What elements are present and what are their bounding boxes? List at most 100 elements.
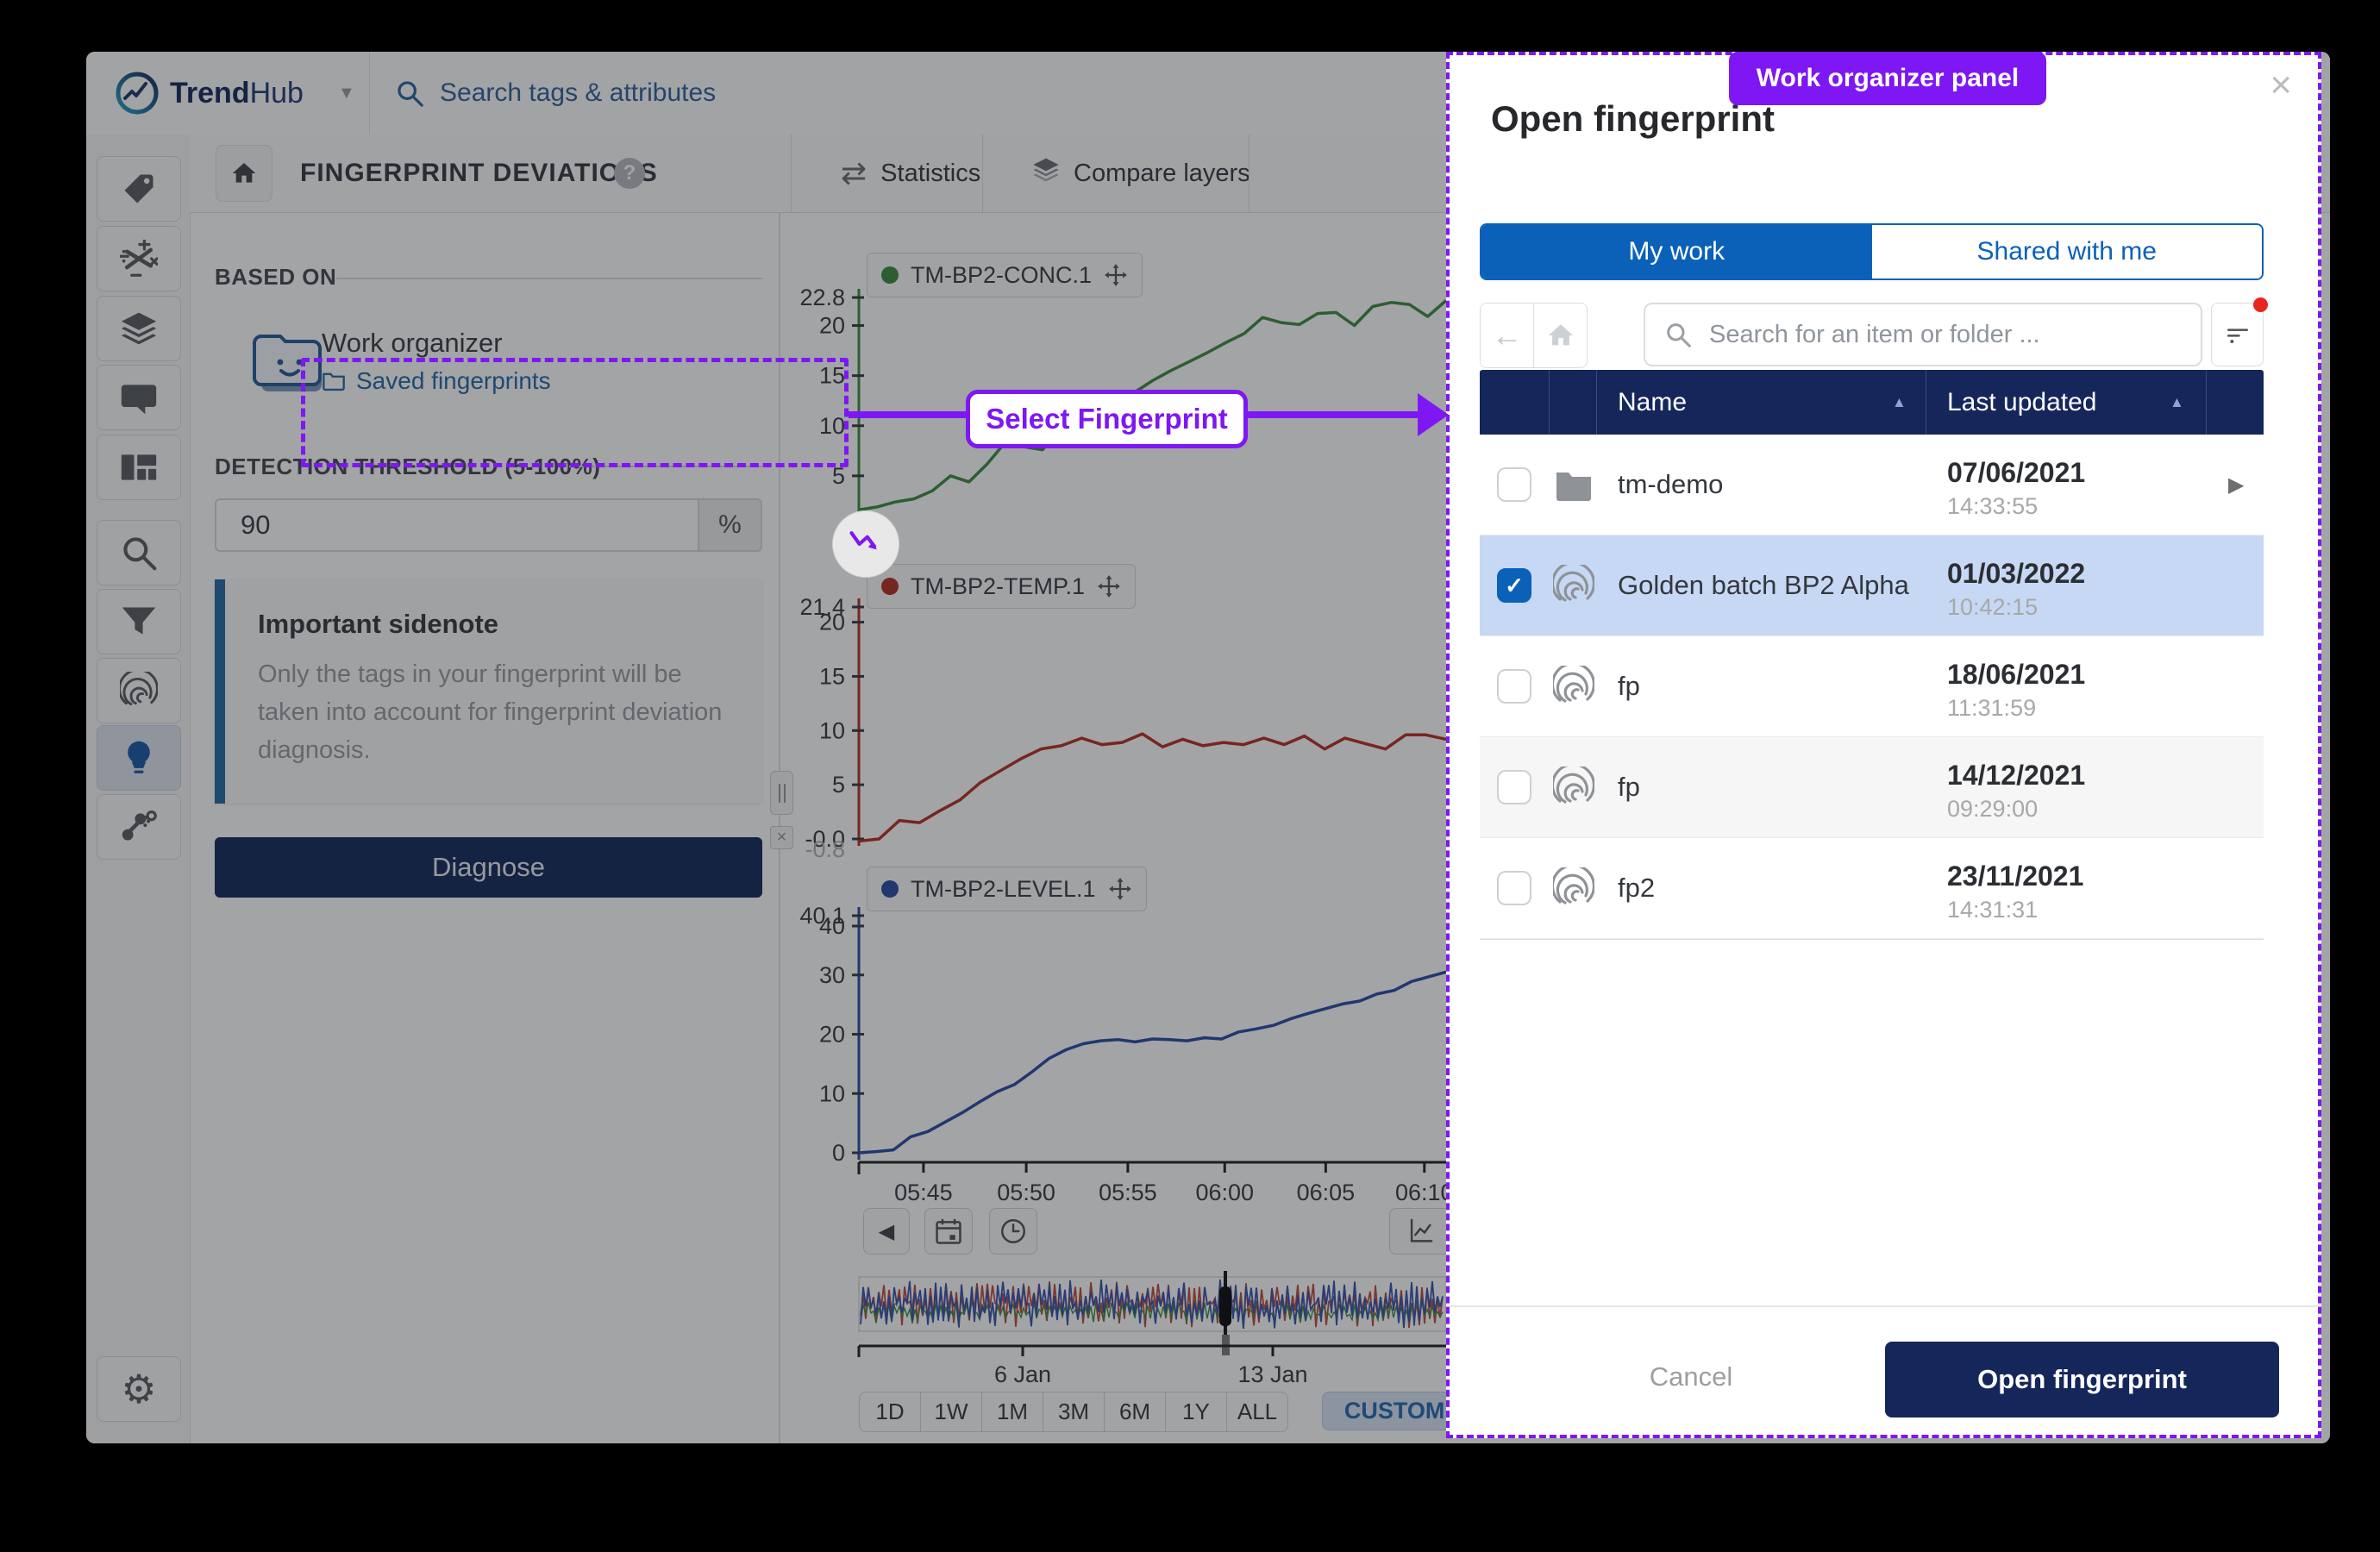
svg-text:05:55: 05:55: [1099, 1180, 1157, 1205]
table-row[interactable]: tm-demo 07/06/2021 14:33:55 ▶: [1480, 435, 2264, 535]
modal-title: Open fingerprint: [1491, 98, 1775, 139]
page-title: FINGERPRINT DEVIATIONS: [300, 159, 658, 187]
diagnose-button[interactable]: Diagnose: [215, 837, 762, 898]
range-button-3m[interactable]: 3M: [1043, 1392, 1105, 1431]
move-icon[interactable]: [1108, 877, 1132, 901]
home-button[interactable]: [216, 145, 272, 202]
sidebar-comment-button[interactable]: [97, 365, 181, 430]
range-button-all[interactable]: ALL: [1237, 1399, 1278, 1424]
range-button-1y[interactable]: 1Y: [1166, 1392, 1227, 1431]
panel-resize-handle[interactable]: [770, 771, 793, 815]
saved-fingerprints-link[interactable]: Saved fingerprints: [322, 367, 551, 395]
series-color-dot: [881, 578, 899, 595]
row-checkbox[interactable]: [1497, 871, 1531, 905]
sidebar-calculation-button[interactable]: [97, 226, 181, 291]
brand-logo[interactable]: TrendHub ▼: [115, 71, 355, 116]
range-button-1d[interactable]: 1D: [860, 1392, 921, 1431]
clock-icon: [1001, 1219, 1025, 1243]
sidebar-funnel-button[interactable]: [97, 589, 181, 654]
column-last-updated[interactable]: Last updated: [1947, 387, 2097, 416]
threshold-input[interactable]: [216, 500, 698, 550]
range-button-1w[interactable]: 1W: [921, 1392, 982, 1431]
sidebar-tag-button[interactable]: [97, 156, 181, 222]
custom-range-label: CUSTOM: [1343, 1398, 1445, 1424]
item-search-field: [1644, 303, 2202, 366]
legend-chip-level[interactable]: TM-BP2-LEVEL.1: [867, 867, 1147, 911]
filter-button[interactable]: [2211, 297, 2268, 366]
global-search[interactable]: Search tags & attributes: [395, 52, 716, 135]
move-icon[interactable]: [1104, 263, 1128, 287]
column-name[interactable]: Name: [1618, 387, 1688, 416]
home-folder-button[interactable]: [1533, 304, 1587, 367]
range-button-1m[interactable]: 1M: [982, 1392, 1043, 1431]
table-row[interactable]: fp 18/06/2021 11:31:59: [1480, 636, 2264, 737]
axis-settings-button[interactable]: [1389, 1208, 1451, 1255]
sidebar-fingerprint-button[interactable]: [97, 658, 181, 723]
cancel-button[interactable]: Cancel: [1649, 1361, 1733, 1392]
tab-statistics[interactable]: ⇄ Statistics: [815, 135, 1006, 212]
legend-chip-conc[interactable]: TM-BP2-CONC.1: [867, 253, 1143, 297]
item-search-input[interactable]: [1707, 319, 2182, 350]
saved-fingerprints-label: Saved fingerprints: [356, 367, 551, 394]
tab-compare-layers[interactable]: Compare layers: [1006, 135, 1276, 212]
row-name: fp: [1618, 671, 1640, 701]
open-fingerprint-button[interactable]: Open fingerprint: [1885, 1342, 2279, 1417]
sidebar-lightbulb-button[interactable]: [97, 725, 181, 791]
table-row[interactable]: fp 14/12/2021 09:29:00: [1480, 737, 2264, 838]
layers-icon: [1032, 156, 1060, 191]
sidebar-gear-button[interactable]: ⚙: [97, 1356, 181, 1422]
sort-asc-icon[interactable]: ▲: [1892, 393, 1907, 410]
move-icon[interactable]: [1097, 574, 1121, 598]
sidenote-text: Only the tags in your fingerprint will b…: [258, 660, 723, 764]
row-checkbox[interactable]: ✓: [1497, 568, 1531, 603]
row-date: 01/03/2022: [1947, 558, 2086, 589]
sort-asc-icon[interactable]: ▲: [2170, 393, 2184, 410]
chart-axis-icon: [1410, 1218, 1433, 1242]
legend-chip-temp[interactable]: TM-BP2-TEMP.1: [867, 564, 1137, 609]
row-time: 14:33:55: [1947, 493, 2039, 519]
folder-icon: [323, 372, 345, 391]
help-icon[interactable]: ?: [614, 158, 645, 189]
home-icon: [1548, 324, 1573, 346]
back-button[interactable]: ←: [1481, 304, 1533, 367]
comment-icon: [120, 379, 158, 416]
row-date: 18/06/2021: [1947, 659, 2086, 690]
row-time: 10:42:15: [1947, 594, 2039, 620]
sidebar-dashboard-button[interactable]: [97, 435, 181, 500]
step-back-button[interactable]: ◀: [863, 1208, 910, 1255]
panel-collapse-button[interactable]: ×: [770, 826, 793, 849]
work-organizer-button[interactable]: Work organizer Saved fingerprints: [216, 307, 762, 416]
trendhub-logo-icon: [116, 72, 159, 115]
row-checkbox[interactable]: [1497, 669, 1531, 704]
clock-button[interactable]: [989, 1208, 1037, 1255]
table-row[interactable]: fp2 23/11/2021 14:31:31: [1480, 838, 2264, 939]
sidebar-nodes-button[interactable]: [97, 794, 181, 860]
sidebar-search-button[interactable]: [97, 520, 181, 585]
svg-text:40.1: 40.1: [799, 903, 845, 929]
select-fingerprint-annotation: Select Fingerprint: [966, 390, 1248, 448]
search-icon: [120, 534, 158, 572]
row-checkbox[interactable]: [1497, 770, 1531, 804]
calendar-button[interactable]: [924, 1208, 973, 1255]
tab-shared-with-me[interactable]: Shared with me: [1871, 225, 2262, 278]
tab-my-work[interactable]: My work: [1481, 225, 1872, 278]
row-checkbox[interactable]: [1497, 467, 1531, 502]
dashboard-icon: [120, 448, 158, 486]
chevron-right-icon[interactable]: ▶: [2228, 472, 2245, 497]
table-row[interactable]: ✓ Golden batch BP2 Alpha 01/03/2022 10:42:1…: [1480, 535, 2264, 636]
close-icon[interactable]: ×: [2270, 64, 2292, 106]
row-name: Golden batch BP2 Alpha: [1618, 570, 1909, 600]
svg-text:06:05: 06:05: [1297, 1180, 1356, 1205]
range-button-6m[interactable]: 6M: [1105, 1392, 1166, 1431]
calendar-icon: [936, 1218, 961, 1244]
work-organizer-annotation-box: [301, 358, 849, 467]
tab-statistics-label: Statistics: [880, 159, 981, 187]
sidebar-layers-button[interactable]: [97, 296, 181, 361]
svg-text:21.4: 21.4: [799, 594, 845, 620]
svg-text:20: 20: [819, 1022, 845, 1048]
brand-caret-down-icon[interactable]: ▼: [337, 83, 355, 103]
svg-text:10: 10: [819, 717, 845, 743]
svg-text:-0.8: -0.8: [805, 836, 845, 862]
footer-divider: [1450, 1305, 2318, 1307]
svg-text:40: 40: [819, 913, 845, 939]
